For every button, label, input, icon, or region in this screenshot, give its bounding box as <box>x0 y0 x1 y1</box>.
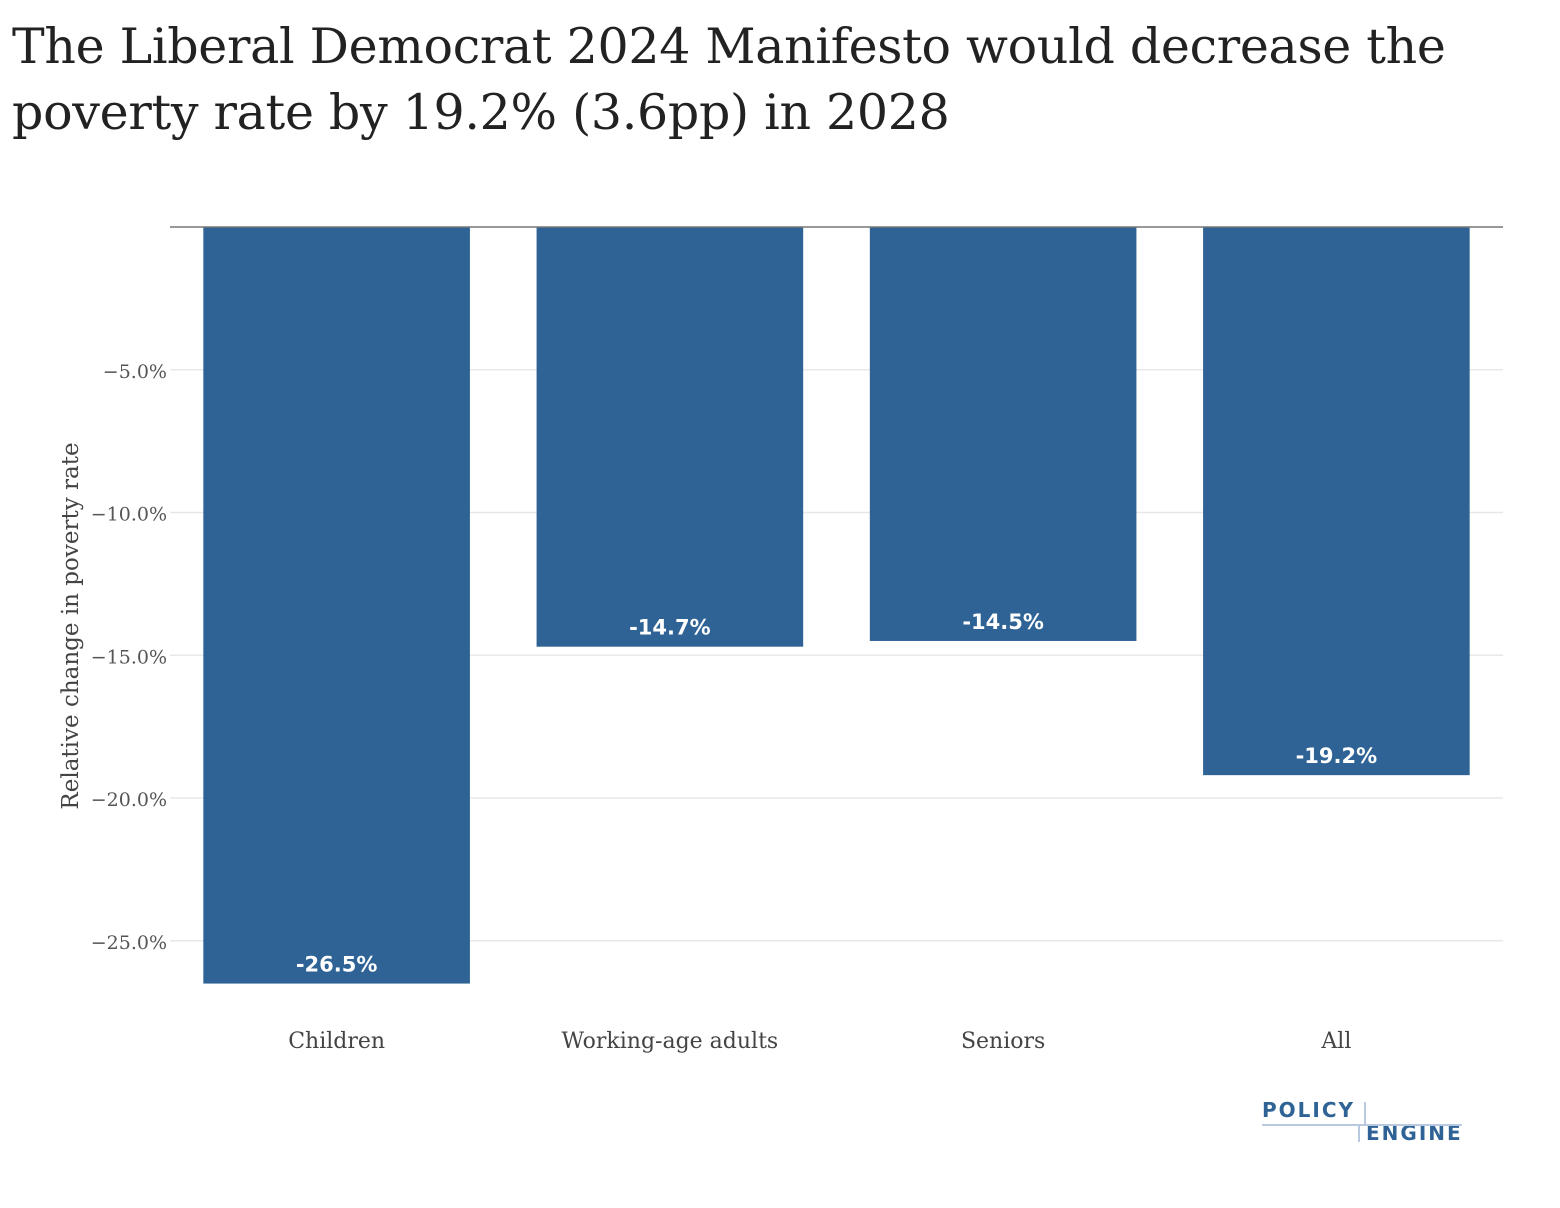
bar-all[interactable] <box>1203 227 1470 776</box>
x-tick-label: All <box>1320 1029 1351 1054</box>
x-tick-labels: Children Working-age adults Seniors All <box>288 1029 1351 1054</box>
y-tick-label: −25.0% <box>91 932 167 954</box>
logo-word-policy: POLICY <box>1262 1098 1356 1122</box>
data-label: -14.7% <box>629 616 711 640</box>
x-tick-label: Working-age adults <box>562 1029 779 1054</box>
data-label: -19.2% <box>1296 744 1378 768</box>
logo-divider-top <box>1364 1102 1366 1124</box>
y-tick-labels: −5.0% −10.0% −15.0% −20.0% −25.0% <box>91 361 167 954</box>
y-axis-label: Relative change in poverty rate <box>58 442 84 809</box>
y-tick-label: −15.0% <box>91 646 167 668</box>
x-tick-label: Children <box>288 1029 385 1054</box>
logo-divider-bottom <box>1358 1126 1360 1142</box>
bars <box>203 227 1470 984</box>
y-tick-label: −10.0% <box>91 504 167 526</box>
logo-underline <box>1262 1124 1462 1126</box>
chart-title: The Liberal Democrat 2024 Manifesto woul… <box>12 18 1446 141</box>
data-label: -14.5% <box>962 610 1044 634</box>
bar-working-age-adults[interactable] <box>536 227 804 647</box>
y-tick-label: −20.0% <box>91 789 167 811</box>
bar-seniors[interactable] <box>869 227 1137 641</box>
policyengine-logo: POLICY ENGINE <box>1262 1096 1472 1148</box>
data-label: -26.5% <box>296 953 378 977</box>
x-tick-label: Seniors <box>961 1029 1045 1054</box>
bar-children[interactable] <box>203 227 470 984</box>
y-tick-label: −5.0% <box>103 361 167 383</box>
data-labels: -26.5% -14.7% -14.5% -19.2% <box>296 610 1377 977</box>
